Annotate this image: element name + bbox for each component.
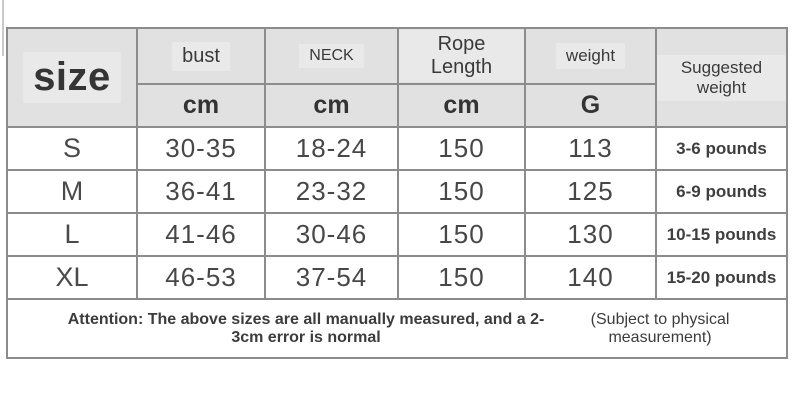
weight-header-label: weight: [555, 43, 626, 69]
rope-length-unit-cell: cm: [397, 83, 526, 128]
suggested-weight-value: 10-15 pounds: [655, 212, 788, 257]
suggested-weight-value: 6-9 pounds: [655, 169, 788, 214]
table-row-m: M 36-41 23-32 150 125 6-9 pounds: [6, 169, 788, 214]
neck-header-label: NECK: [299, 44, 364, 68]
rope-length-value: 150: [397, 169, 526, 214]
weight-value: 125: [524, 169, 657, 214]
table-row-l: L 41-46 30-46 150 130 10-15 pounds: [6, 212, 788, 257]
weight-unit-cell: G: [524, 83, 657, 128]
rope-length-unit-label: cm: [443, 91, 480, 119]
rope-length-header-cell: Rope Length: [397, 27, 526, 85]
bust-header-label: bust: [172, 41, 230, 71]
rope-length-value: 150: [397, 255, 526, 300]
footer-content: Attention: The above sizes are all manua…: [9, 310, 785, 347]
rope-length-header-label: Rope Length: [400, 30, 523, 82]
header-row-units: cm cm cm G: [7, 83, 787, 128]
footer-row: Attention: The above sizes are all manua…: [6, 298, 788, 359]
size-value: M: [6, 169, 138, 214]
bust-value: 46-53: [136, 255, 266, 300]
bust-value: 36-41: [136, 169, 266, 214]
header-row-labels: size bust NECK Rope Length weight Sugges…: [6, 27, 788, 128]
neck-value: 37-54: [264, 255, 399, 300]
weight-value: 140: [524, 255, 657, 300]
bust-value: 30-35: [136, 126, 266, 171]
neck-header-cell: NECK: [264, 27, 399, 85]
bust-unit-cell: cm: [136, 83, 266, 128]
measurement-note: (Subject to physical measurement): [590, 310, 730, 346]
weight-unit-label: G: [580, 91, 601, 119]
neck-value: 18-24: [264, 126, 399, 171]
size-value: XL: [6, 255, 138, 300]
suggested-weight-header-cell: Suggested weight: [655, 27, 788, 128]
attention-note: Attention: The above sizes are all manua…: [67, 310, 545, 346]
screenshot-edge-artifact: [2, 0, 4, 56]
bust-header-cell: bust: [136, 27, 266, 85]
neck-value: 30-46: [264, 212, 399, 257]
size-value: S: [6, 126, 138, 171]
neck-value: 23-32: [264, 169, 399, 214]
weight-value: 130: [524, 212, 657, 257]
suggested-weight-header-label: Suggested weight: [658, 54, 785, 101]
bust-unit-label: cm: [182, 91, 220, 119]
weight-value: 113: [524, 126, 657, 171]
size-header-cell: size: [6, 27, 138, 128]
rope-length-value: 150: [397, 212, 526, 257]
suggested-weight-value: 3-6 pounds: [655, 126, 788, 171]
neck-unit-label: cm: [313, 91, 350, 119]
bust-value: 41-46: [136, 212, 266, 257]
table-row-xl: XL 46-53 37-54 150 140 15-20 pounds: [6, 255, 788, 300]
suggested-weight-value: 15-20 pounds: [655, 255, 788, 300]
table-row-s: S 30-35 18-24 150 113 3-6 pounds: [6, 126, 788, 171]
size-chart-table: size bust NECK Rope Length weight Sugges…: [6, 27, 788, 359]
size-value: L: [6, 212, 138, 257]
size-header-label: size: [23, 52, 121, 103]
weight-header-cell: weight: [524, 27, 657, 85]
neck-unit-cell: cm: [264, 83, 399, 128]
footer-cell: Attention: The above sizes are all manua…: [6, 298, 788, 359]
rope-length-value: 150: [397, 126, 526, 171]
